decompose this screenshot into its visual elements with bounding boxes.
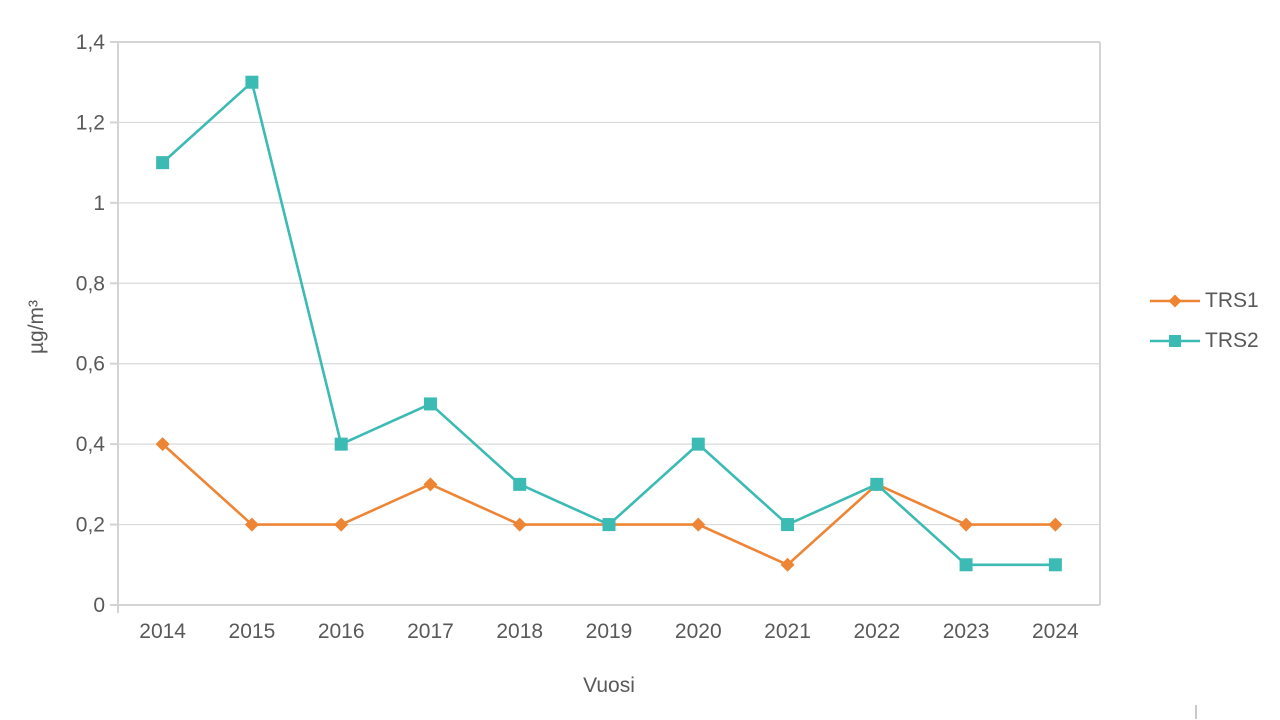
x-tick-label: 2024 bbox=[1032, 620, 1079, 643]
marker-trs1 bbox=[691, 517, 706, 532]
marker-trs1 bbox=[423, 477, 438, 492]
x-axis-title: Vuosi bbox=[583, 674, 635, 697]
marker-trs2 bbox=[1048, 558, 1062, 572]
x-tick-label: 2018 bbox=[496, 620, 543, 643]
y-tick-label: 0,2 bbox=[76, 514, 105, 537]
x-tick-label: 2019 bbox=[586, 620, 633, 643]
y-tick-label: 0,8 bbox=[76, 272, 105, 295]
trs2-line-marker-icon bbox=[1150, 334, 1200, 347]
marker-trs2 bbox=[781, 518, 795, 532]
marker-trs1 bbox=[780, 557, 795, 572]
x-tick-label: 2017 bbox=[407, 620, 454, 643]
series-line-trs2 bbox=[161, 80, 1056, 567]
marker-trs2 bbox=[691, 437, 705, 451]
series-line-trs1 bbox=[161, 443, 1056, 567]
y-tick-label: 1 bbox=[93, 192, 105, 215]
y-tick-label: 0,6 bbox=[76, 353, 105, 376]
marker-trs1 bbox=[244, 517, 259, 532]
x-tick-label: 2016 bbox=[318, 620, 365, 643]
marker-trs2 bbox=[156, 156, 170, 170]
marker-trs2 bbox=[513, 477, 527, 491]
y-axis-title: µg/m³ bbox=[25, 299, 48, 355]
x-tick-label: 2020 bbox=[675, 620, 722, 643]
legend-item-trs2: TRS2 bbox=[1150, 329, 1259, 352]
marker-trs2 bbox=[423, 397, 437, 411]
x-tick-label: 2015 bbox=[229, 620, 276, 643]
legend: TRS1 TRS2 bbox=[1150, 289, 1259, 352]
marker-trs2 bbox=[334, 437, 348, 451]
x-tick-label: 2022 bbox=[853, 620, 900, 643]
marker-trs1 bbox=[512, 517, 527, 532]
legend-label-trs1: TRS1 bbox=[1205, 289, 1259, 312]
y-tick-label: 1,2 bbox=[76, 111, 105, 134]
x-tick-label: 2023 bbox=[943, 620, 990, 643]
y-tick-label: 0,4 bbox=[76, 433, 106, 456]
marker-trs2 bbox=[245, 75, 259, 89]
y-tick-label: 0 bbox=[93, 594, 105, 617]
trs1-line-marker-icon bbox=[1150, 294, 1200, 307]
x-tick-label: 2021 bbox=[764, 620, 811, 643]
marker-trs1 bbox=[334, 517, 349, 532]
marker-trs2 bbox=[602, 518, 616, 532]
marker-trs1 bbox=[959, 517, 974, 532]
legend-item-trs1: TRS1 bbox=[1150, 289, 1259, 312]
marker-trs1 bbox=[155, 437, 170, 452]
legend-label-trs2: TRS2 bbox=[1205, 329, 1259, 352]
x-tick-label: 2014 bbox=[139, 620, 186, 643]
marker-trs1 bbox=[1048, 517, 1063, 532]
marker-trs2 bbox=[959, 558, 973, 572]
marker-trs2 bbox=[870, 477, 884, 491]
y-tick-label: 1,4 bbox=[76, 31, 106, 54]
stray-ui-mark bbox=[1195, 705, 1197, 719]
